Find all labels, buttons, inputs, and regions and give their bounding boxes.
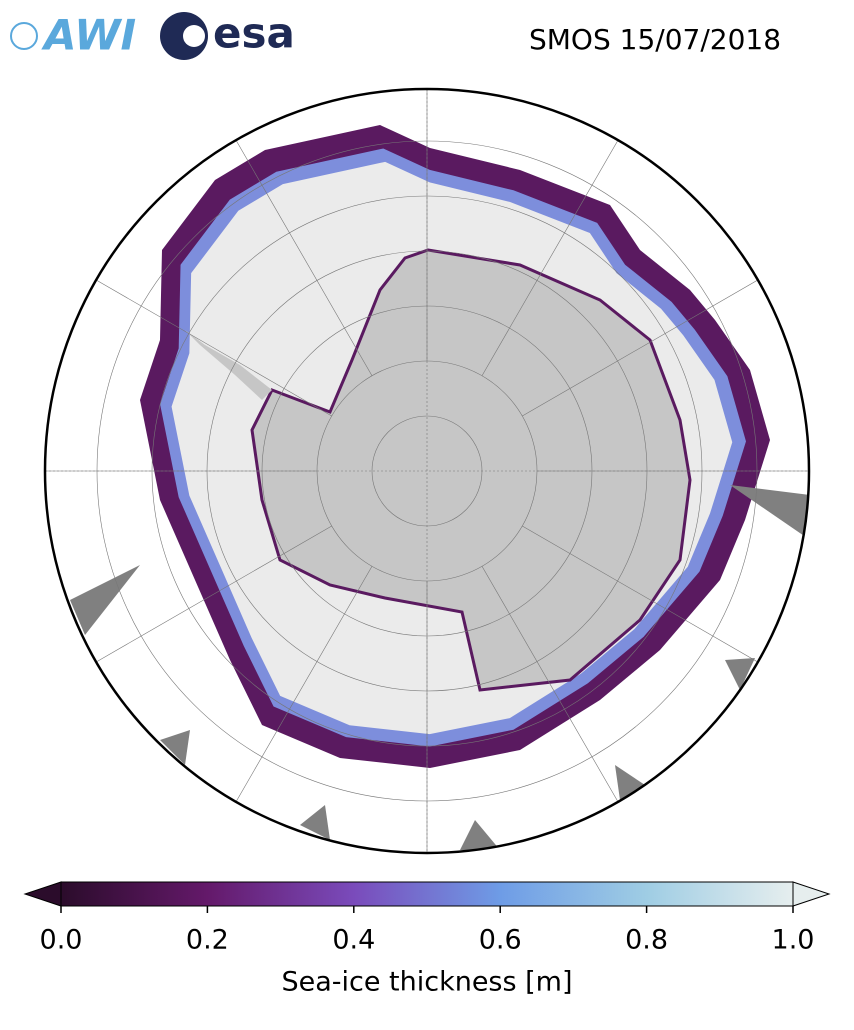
colorbar: Sea-ice thickness [m] 0.0 0.2 0.4 0.6 0.8 1.0 bbox=[23, 881, 831, 998]
colorbar-label: Sea-ice thickness [m] bbox=[281, 967, 572, 998]
meridian bbox=[80, 525, 332, 672]
antarctica bbox=[250, 248, 692, 692]
awi-text: AWI bbox=[41, 11, 136, 60]
meridian bbox=[481, 566, 628, 818]
colorbar-tick-label: 1.0 bbox=[772, 925, 815, 956]
colorbar-tick-label: 0.2 bbox=[186, 925, 229, 956]
colorbar-tick-label: 0.8 bbox=[625, 925, 668, 956]
map-frame bbox=[43, 87, 811, 855]
meridian bbox=[226, 124, 373, 376]
colorbar-tick-label: 0.6 bbox=[479, 925, 522, 956]
map bbox=[45, 89, 809, 853]
title: SMOS 15/07/2018 bbox=[529, 23, 781, 56]
colorbar-ramp bbox=[60, 881, 794, 907]
awi-logo: AWI bbox=[10, 11, 136, 60]
meridian bbox=[522, 525, 774, 672]
meridian bbox=[522, 270, 774, 417]
meridian bbox=[481, 124, 628, 376]
esa-logo: esa bbox=[160, 9, 295, 60]
peninsula bbox=[185, 330, 272, 400]
colorbar-tick-label: 0.0 bbox=[40, 925, 83, 956]
esa-text: esa bbox=[213, 9, 295, 58]
graticule bbox=[45, 89, 809, 853]
meridian bbox=[80, 270, 332, 417]
meridian bbox=[226, 566, 373, 818]
land-patches bbox=[70, 485, 809, 850]
colorbar-tick-label: 0.4 bbox=[332, 925, 375, 956]
